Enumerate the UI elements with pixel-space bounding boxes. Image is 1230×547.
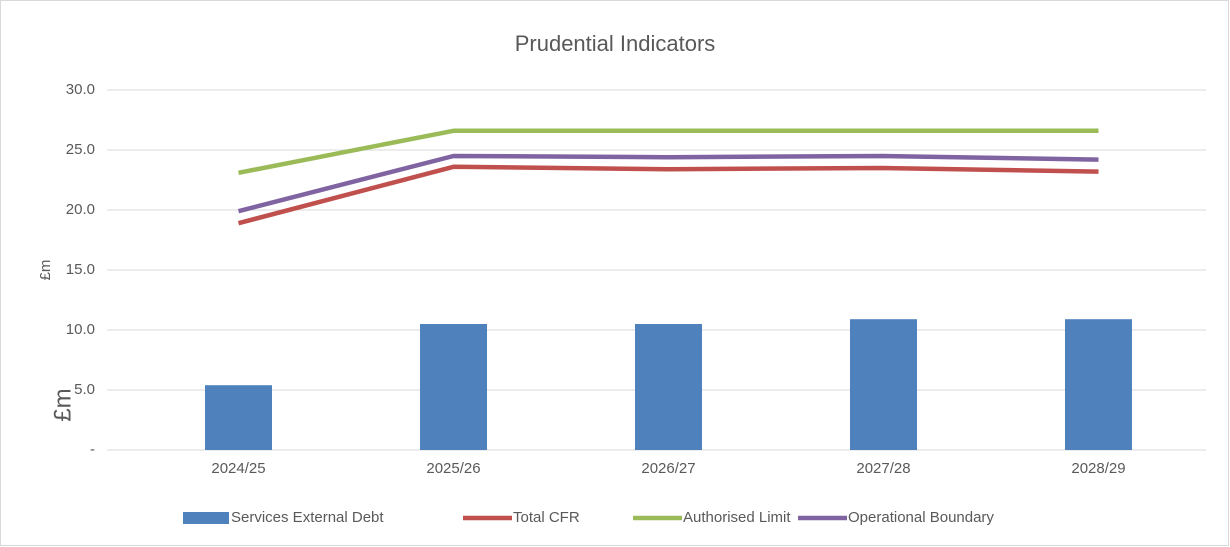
legend-label: Total CFR bbox=[513, 509, 580, 526]
y-tick-label: 15.0 bbox=[66, 261, 95, 278]
legend-label: Authorised Limit bbox=[683, 509, 791, 526]
y-tick-label: 25.0 bbox=[66, 141, 95, 158]
bar bbox=[205, 385, 272, 450]
bar bbox=[1065, 319, 1132, 450]
x-tick-label: 2027/28 bbox=[856, 460, 910, 477]
line bbox=[237, 153, 1099, 214]
x-tick-label: 2024/25 bbox=[211, 460, 265, 477]
chart-title: Prudential Indicators bbox=[515, 31, 716, 56]
legend-swatch bbox=[183, 512, 229, 524]
line bbox=[237, 164, 1099, 226]
y-tick-label: 10.0 bbox=[66, 321, 95, 338]
y-axis-label: £m bbox=[37, 260, 54, 281]
bar bbox=[635, 324, 702, 450]
legend-label: Services External Debt bbox=[231, 509, 384, 526]
line bbox=[238, 128, 1099, 176]
y-axis-label: £m bbox=[49, 388, 76, 421]
x-tick-label: 2026/27 bbox=[641, 460, 695, 477]
bar bbox=[420, 324, 487, 450]
y-tick-label: 5.0 bbox=[74, 381, 95, 398]
y-tick-label: 20.0 bbox=[66, 201, 95, 218]
y-tick-label: 30.0 bbox=[66, 81, 95, 98]
legend-label: Operational Boundary bbox=[848, 509, 994, 526]
x-tick-label: 2025/26 bbox=[426, 460, 480, 477]
y-tick-label: - bbox=[90, 441, 95, 458]
x-tick-label: 2028/29 bbox=[1071, 460, 1125, 477]
bar bbox=[850, 319, 917, 450]
